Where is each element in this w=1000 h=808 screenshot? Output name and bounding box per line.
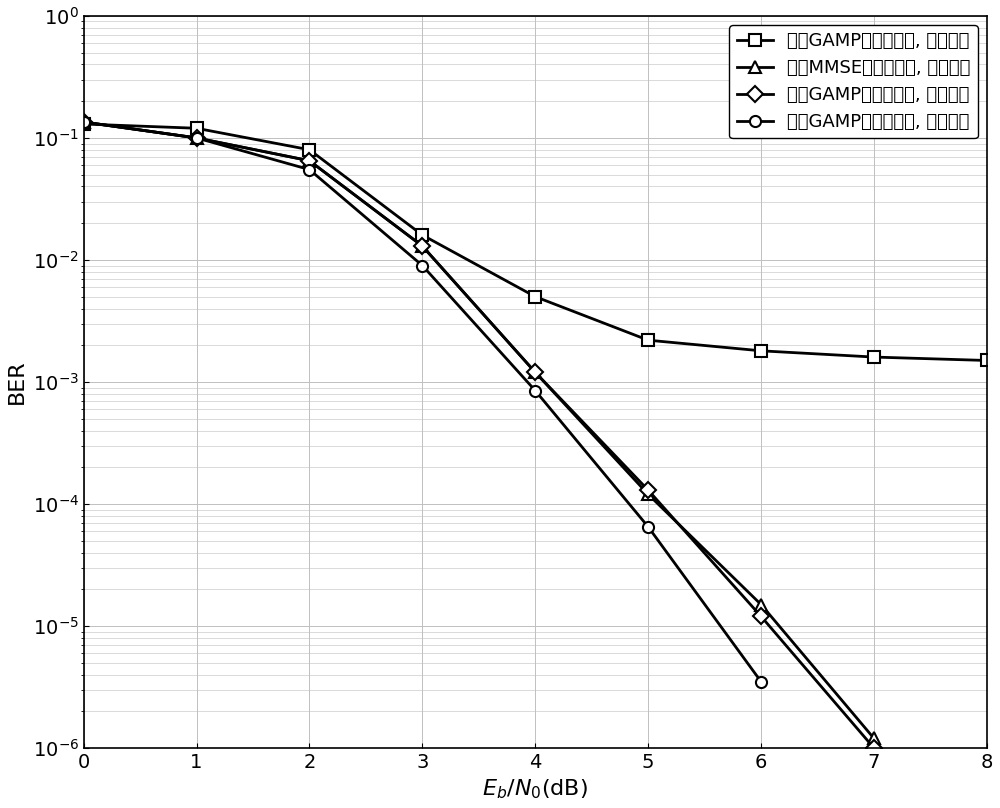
Line: 基于GAMP的频域均衡, 高斯先验: 基于GAMP的频域均衡, 高斯先验 <box>78 116 880 754</box>
基于GAMP的频域均衡, 高斯先验 <box>78 117 90 127</box>
基于MMSE的时域均衡, 高斯先验 <box>78 117 90 127</box>
基于GAMP的时域均衡, 离散先验 <box>416 230 428 240</box>
基于GAMP的时域均衡, 离散先验 <box>303 145 315 154</box>
Legend: 基于GAMP的时域均衡, 离散先验, 基于MMSE的时域均衡, 高斯先验, 基于GAMP的频域均衡, 高斯先验, 基于GAMP的频域均衡, 离散先验: 基于GAMP的时域均衡, 离散先验, 基于MMSE的时域均衡, 高斯先验, 基于… <box>729 25 978 138</box>
基于GAMP的频域均衡, 高斯先验 <box>755 612 767 621</box>
基于MMSE的时域均衡, 高斯先验 <box>529 368 541 377</box>
基于GAMP的时域均衡, 离散先验 <box>78 119 90 128</box>
基于GAMP的频域均衡, 高斯先验 <box>416 242 428 251</box>
基于GAMP的时域均衡, 离散先验 <box>868 352 880 362</box>
基于GAMP的时域均衡, 离散先验 <box>981 356 993 365</box>
基于GAMP的频域均衡, 高斯先验 <box>642 486 654 495</box>
基于GAMP的频域均衡, 离散先验 <box>416 261 428 271</box>
基于GAMP的时域均衡, 离散先验 <box>191 124 203 133</box>
X-axis label: $\mathit{E_b/N_0}$(dB): $\mathit{E_b/N_0}$(dB) <box>482 777 588 801</box>
基于MMSE的时域均衡, 高斯先验 <box>303 156 315 166</box>
基于GAMP的频域均衡, 离散先验 <box>642 522 654 532</box>
基于GAMP的时域均衡, 离散先验 <box>755 346 767 356</box>
基于GAMP的频域均衡, 离散先验 <box>191 133 203 143</box>
Line: 基于GAMP的时域均衡, 离散先验: 基于GAMP的时域均衡, 离散先验 <box>78 119 992 366</box>
基于GAMP的频域均衡, 高斯先验 <box>191 133 203 143</box>
Line: 基于MMSE的时域均衡, 高斯先验: 基于MMSE的时域均衡, 高斯先验 <box>77 116 880 745</box>
基于MMSE的时域均衡, 高斯先验 <box>755 600 767 609</box>
基于GAMP的频域均衡, 离散先验 <box>755 677 767 687</box>
基于MMSE的时域均衡, 高斯先验 <box>642 490 654 499</box>
基于MMSE的时域均衡, 高斯先验 <box>868 734 880 743</box>
Y-axis label: BER: BER <box>7 360 27 404</box>
基于GAMP的时域均衡, 离散先验 <box>642 335 654 345</box>
基于GAMP的时域均衡, 离散先验 <box>529 292 541 301</box>
基于GAMP的频域均衡, 离散先验 <box>529 385 541 395</box>
Line: 基于GAMP的频域均衡, 离散先验: 基于GAMP的频域均衡, 离散先验 <box>78 116 767 688</box>
基于MMSE的时域均衡, 高斯先验 <box>416 242 428 251</box>
基于GAMP的频域均衡, 高斯先验 <box>529 368 541 377</box>
基于GAMP的频域均衡, 离散先验 <box>78 117 90 127</box>
基于GAMP的频域均衡, 离散先验 <box>303 165 315 175</box>
基于GAMP的频域均衡, 高斯先验 <box>868 743 880 753</box>
基于GAMP的频域均衡, 高斯先验 <box>303 156 315 166</box>
基于MMSE的时域均衡, 高斯先验 <box>191 133 203 143</box>
